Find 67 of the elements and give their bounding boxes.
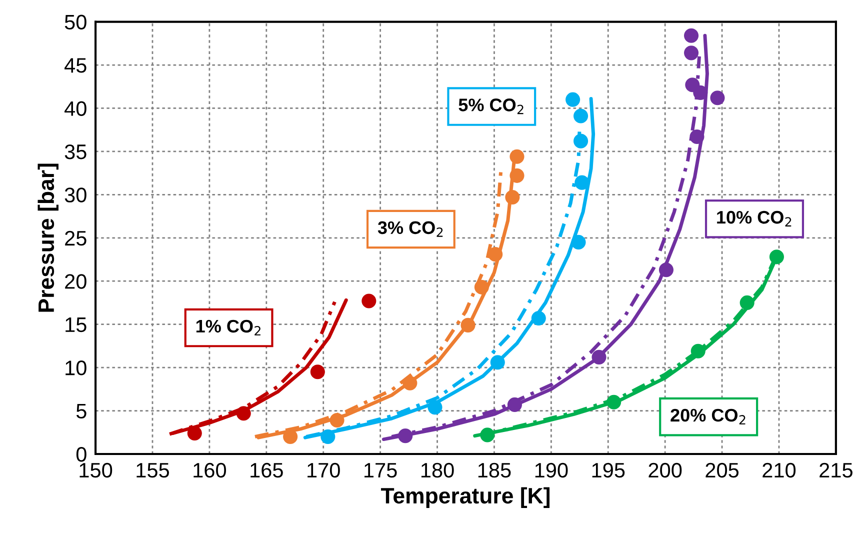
point — [310, 364, 325, 380]
annotation: 1% CO$_{2}$ — [196, 320, 260, 336]
y-tick-label: 40 — [64, 101, 86, 116]
point — [690, 129, 704, 144]
point — [658, 262, 674, 278]
point — [769, 250, 784, 264]
point — [320, 429, 336, 444]
y-tick-label: 50 — [64, 14, 86, 30]
point — [685, 78, 700, 92]
point — [362, 294, 376, 308]
point — [684, 46, 699, 60]
y-tick-label: 35 — [64, 144, 86, 160]
y-tick-label: 15 — [66, 318, 86, 332]
y-tick-label: 45 — [64, 58, 86, 73]
y-axis-title: Pressure [bar] — [38, 164, 58, 312]
y-tick-label: 30 — [64, 188, 86, 202]
point — [507, 397, 522, 412]
point — [236, 406, 251, 421]
point — [566, 92, 580, 107]
point — [684, 28, 699, 43]
point — [428, 400, 442, 415]
x-tick-label: 210 — [762, 462, 796, 478]
y-tick-label: 25 — [65, 230, 86, 246]
point — [574, 175, 590, 190]
point — [460, 318, 476, 332]
point — [740, 295, 754, 310]
point — [505, 190, 520, 205]
point — [402, 376, 418, 390]
point — [592, 350, 606, 364]
x-tick-label: 150 — [80, 462, 112, 478]
x-tick-label: 205 — [706, 462, 739, 478]
point — [510, 149, 524, 164]
point — [510, 168, 524, 183]
x-axis-title: Temperature [K] — [380, 487, 550, 508]
x-tick-label: 175 — [364, 463, 397, 478]
point — [480, 428, 495, 442]
point — [574, 134, 588, 148]
x-tick-label: 160 — [194, 462, 226, 478]
point — [330, 412, 344, 428]
y-tick-label: 0 — [76, 446, 86, 462]
x-tick-label: 215 — [820, 462, 852, 478]
x-tick-label: 190 — [535, 462, 568, 478]
annotation: 3% CO$_{2}$ — [378, 221, 443, 237]
annotation: 10% CO$_{2}$ — [717, 210, 792, 226]
x-tick-label: 170 — [308, 462, 340, 478]
x-tick-label: 155 — [136, 463, 169, 478]
point — [690, 344, 706, 358]
x-tick-label: 195 — [592, 462, 625, 478]
point — [710, 90, 725, 106]
point — [574, 108, 588, 124]
x-tick-label: 165 — [250, 462, 283, 478]
point — [488, 247, 503, 262]
y-tick-label: 5 — [76, 404, 86, 419]
y-tick-label: 20 — [65, 274, 86, 289]
point — [606, 394, 622, 410]
point — [474, 280, 489, 294]
annotation: 5% CO$_{2}$ — [458, 98, 524, 114]
annotation: 20% CO$_{2}$ — [670, 408, 746, 424]
point — [531, 310, 546, 326]
x-tick-label: 180 — [421, 462, 454, 478]
y-tick-label: 10 — [66, 360, 86, 376]
point — [398, 428, 413, 444]
point — [490, 355, 505, 370]
x-tick-label: 185 — [478, 462, 511, 478]
point — [187, 426, 202, 441]
point — [571, 234, 586, 250]
x-tick-label: 200 — [648, 462, 682, 478]
